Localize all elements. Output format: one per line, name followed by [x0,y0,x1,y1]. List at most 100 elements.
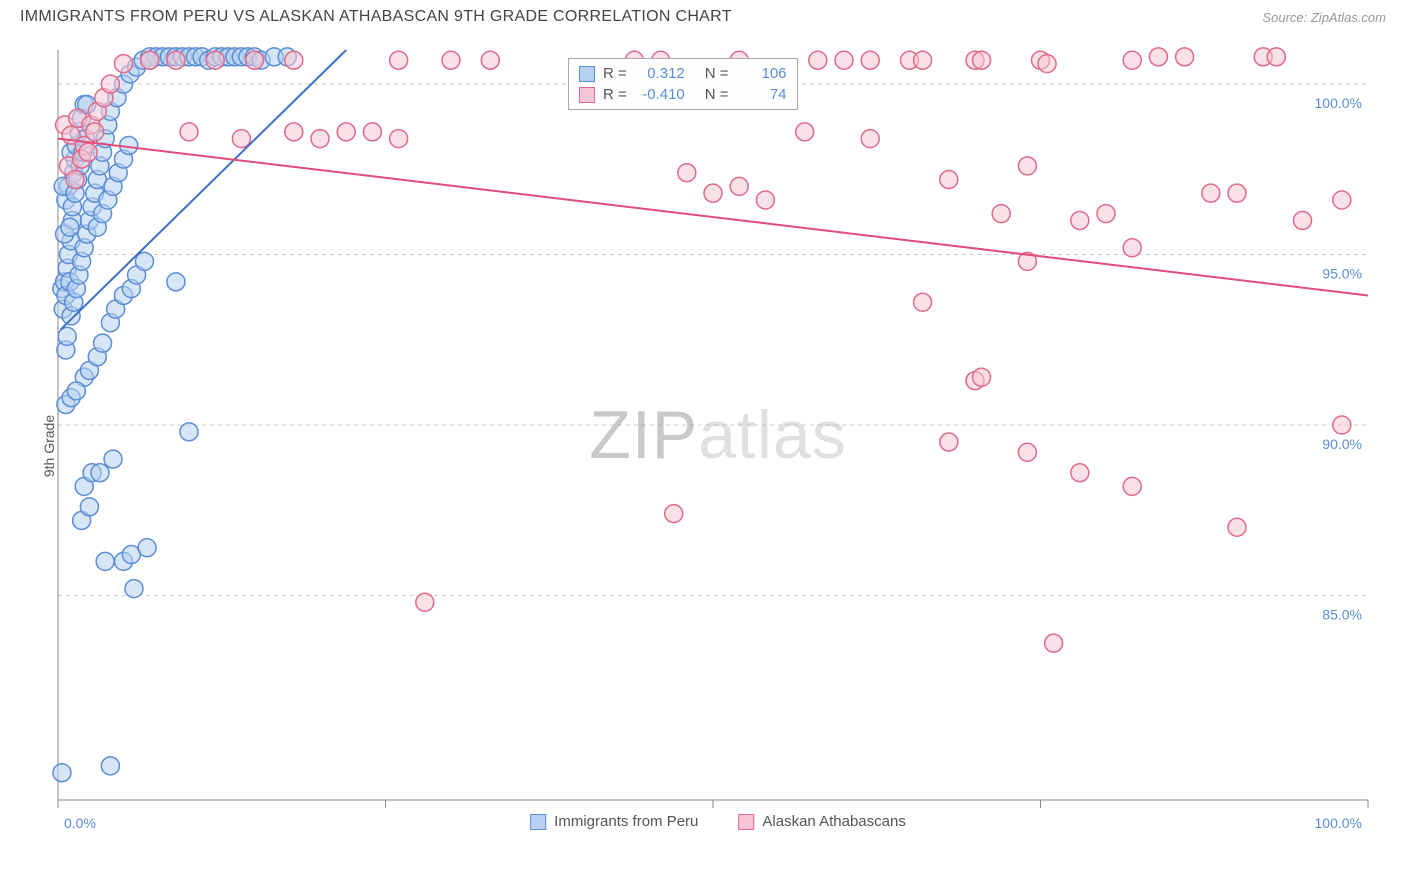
stats-row: R = 0.312 N = 106 [579,63,787,84]
data-point [1176,48,1194,66]
data-point [311,130,329,148]
data-point [61,218,79,236]
correlation-stats-box: R = 0.312 N = 106 R = -0.410 N = 74 [568,58,798,110]
data-point [481,51,499,69]
legend-item: Immigrants from Peru [530,813,698,830]
plot-area: 85.0%90.0%95.0%100.0%0.0%100.0% ZIPatlas… [48,40,1388,830]
data-point [861,51,879,69]
data-point [94,334,112,352]
data-point [138,539,156,557]
y-tick-label: 85.0% [1322,606,1362,622]
data-point [246,51,264,69]
data-point [167,51,185,69]
data-point [104,450,122,468]
data-point [58,327,76,345]
trend-line [58,139,1368,296]
data-point [730,177,748,195]
stats-row: R = -0.410 N = 74 [579,84,787,105]
source-name: ZipAtlas.com [1311,10,1386,25]
data-point [79,143,97,161]
legend-swatch [579,66,595,82]
legend: Immigrants from Peru Alaskan Athabascans [530,813,906,830]
data-point [1018,443,1036,461]
data-point [285,123,303,141]
data-point [101,757,119,775]
data-point [1071,211,1089,229]
data-point [442,51,460,69]
legend-swatch [579,87,595,103]
data-point [206,51,224,69]
data-point [1123,477,1141,495]
x-tick-label: 0.0% [64,815,96,830]
n-value: 106 [737,65,787,82]
data-point [1071,464,1089,482]
data-point [914,293,932,311]
data-point [135,252,153,270]
data-point [67,382,85,400]
legend-swatch [738,814,754,830]
data-point [1333,416,1351,434]
legend-label: Immigrants from Peru [554,813,698,830]
data-point [1018,157,1036,175]
data-point [861,130,879,148]
data-point [96,552,114,570]
data-point [232,130,250,148]
r-value: 0.312 [635,65,685,82]
data-point [390,51,408,69]
source-prefix: Source: [1262,10,1310,25]
data-point [914,51,932,69]
data-point [101,75,119,93]
data-point [835,51,853,69]
scatter-chart: 85.0% 90.0% 95.0% 100.0% 0.0% 100.0% [48,40,1388,830]
r-value: -0.410 [635,86,685,103]
data-point [390,130,408,148]
data-point [665,505,683,523]
data-point [141,51,159,69]
data-point [1202,184,1220,202]
title-bar: IMMIGRANTS FROM PERU VS ALASKAN ATHABASC… [0,0,1406,30]
data-point [1228,184,1246,202]
chart-title: IMMIGRANTS FROM PERU VS ALASKAN ATHABASC… [20,8,732,26]
data-point [125,580,143,598]
data-point [86,123,104,141]
r-label: R = [603,86,627,103]
legend-label: Alaskan Athabascans [762,813,905,830]
data-point [973,368,991,386]
data-point [756,191,774,209]
legend-swatch [530,814,546,830]
data-point [180,123,198,141]
data-point [1267,48,1285,66]
data-point [1149,48,1167,66]
data-point [1228,518,1246,536]
data-point [1294,211,1312,229]
y-tick-label: 90.0% [1322,436,1362,452]
data-point [1038,55,1056,73]
data-point [1123,51,1141,69]
x-tick-label: 100.0% [1315,815,1362,830]
n-label: N = [705,65,729,82]
data-point [180,423,198,441]
data-point [80,498,98,516]
legend-item: Alaskan Athabascans [738,813,905,830]
data-point [337,123,355,141]
source-label: Source: ZipAtlas.com [1262,10,1386,25]
n-value: 74 [737,86,787,103]
data-point [796,123,814,141]
data-point [940,171,958,189]
n-label: N = [705,86,729,103]
data-point [1123,239,1141,257]
y-tick-label: 95.0% [1322,266,1362,282]
data-point [115,55,133,73]
data-point [940,433,958,451]
data-point [678,164,696,182]
data-point [704,184,722,202]
data-point [992,205,1010,223]
data-point [1097,205,1115,223]
data-point [416,593,434,611]
data-point [53,764,71,782]
data-point [66,171,84,189]
data-point [363,123,381,141]
r-label: R = [603,65,627,82]
data-point [1333,191,1351,209]
y-tick-label: 100.0% [1315,95,1362,111]
